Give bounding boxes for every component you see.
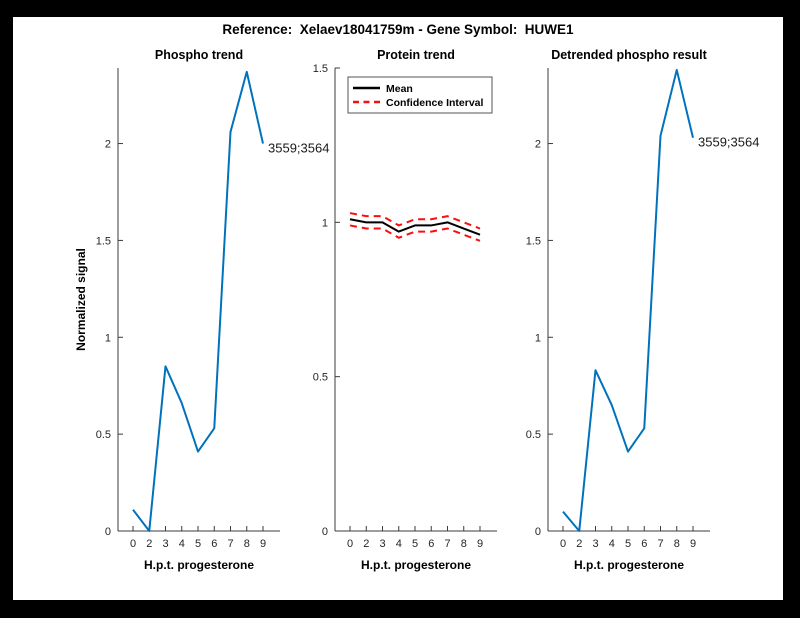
x-tick-label: 9 — [690, 538, 696, 550]
series-line — [349, 212, 481, 230]
y-tick-label: 1 — [322, 217, 328, 229]
x-tick-label: 6 — [211, 538, 217, 550]
x-tick-label: 5 — [195, 538, 201, 550]
x-tick-label: 4 — [179, 538, 185, 550]
figure-title: Reference: Xelaev18041759m - Gene Symbol… — [222, 22, 574, 37]
x-tick-label: 7 — [657, 538, 663, 550]
x-tick-label: 2 — [576, 538, 582, 550]
y-tick-label: 0 — [535, 526, 541, 538]
legend-label: Mean — [386, 83, 413, 95]
x-tick-label: 9 — [477, 538, 483, 550]
subplot-title: Phospho trend — [155, 48, 243, 62]
x-tick-label: 6 — [428, 538, 434, 550]
x-tick-label: 7 — [227, 538, 233, 550]
annotation-label: 3559;3564 — [268, 141, 329, 156]
x-tick-label: 8 — [674, 538, 680, 550]
annotation-label: 3559;3564 — [698, 135, 759, 150]
y-tick-label: 0.5 — [526, 429, 541, 441]
subplot-title: Detrended phospho result — [551, 48, 707, 62]
y-tick-label: 0 — [105, 526, 111, 538]
x-tick-label: 8 — [244, 538, 250, 550]
x-axis-label: H.p.t. progesterone — [144, 558, 254, 572]
y-tick-label: 0 — [322, 526, 328, 538]
figure-canvas: Reference: Xelaev18041759m - Gene Symbol… — [13, 17, 783, 600]
x-tick-label: 5 — [625, 538, 631, 550]
x-tick-label: 7 — [444, 538, 450, 550]
x-tick-label: 3 — [162, 538, 168, 550]
x-axis-label: H.p.t. progesterone — [361, 558, 471, 572]
x-tick-label: 3 — [592, 538, 598, 550]
series-line — [132, 70, 264, 532]
y-tick-label: 2 — [105, 139, 111, 151]
x-tick-label: 5 — [412, 538, 418, 550]
y-axis-label: Normalized signal — [74, 248, 88, 351]
x-tick-label: 2 — [363, 538, 369, 550]
y-tick-label: 1.5 — [313, 63, 328, 75]
y-tick-label: 0.5 — [313, 372, 328, 384]
x-tick-label: 0 — [560, 538, 566, 550]
y-tick-label: 1 — [105, 332, 111, 344]
y-tick-label: 2 — [535, 139, 541, 151]
series-line — [349, 218, 481, 236]
x-tick-label: 0 — [130, 538, 136, 550]
x-tick-label: 9 — [260, 538, 266, 550]
y-tick-label: 1.5 — [526, 235, 541, 247]
y-tick-label: 0.5 — [96, 429, 111, 441]
x-tick-label: 3 — [379, 538, 385, 550]
y-tick-label: 1.5 — [96, 235, 111, 247]
subplot-title: Protein trend — [377, 48, 455, 62]
y-tick-label: 1 — [535, 332, 541, 344]
x-axis-label: H.p.t. progesterone — [574, 558, 684, 572]
x-tick-label: 4 — [609, 538, 615, 550]
x-tick-label: 4 — [396, 538, 402, 550]
x-tick-label: 8 — [461, 538, 467, 550]
legend-box — [347, 76, 493, 114]
legend-label: Confidence Interval — [386, 97, 484, 109]
x-tick-label: 6 — [641, 538, 647, 550]
series-line — [562, 68, 694, 532]
x-tick-label: 0 — [347, 538, 353, 550]
series-line — [349, 224, 481, 242]
x-tick-label: 2 — [146, 538, 152, 550]
